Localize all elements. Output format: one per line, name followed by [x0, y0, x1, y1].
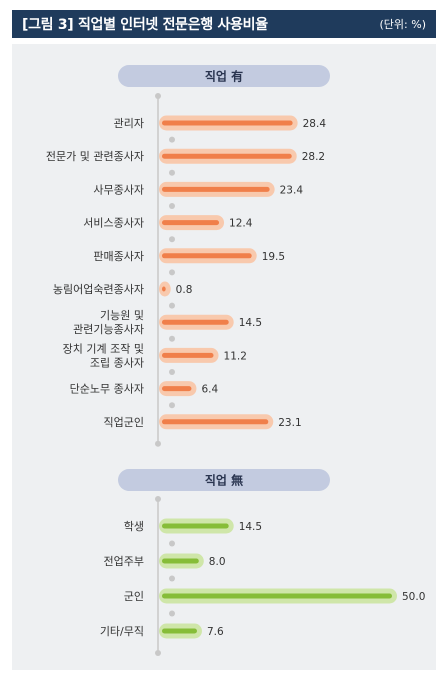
employed-axis-end-dot — [155, 440, 161, 447]
unemployed-axis-start-dot — [155, 496, 161, 502]
employed-category-label: 서비스종사자 — [83, 217, 144, 230]
unemployed-bar — [162, 593, 392, 599]
employed-category-label: 판매종사자 — [93, 250, 144, 263]
unemployed-row-divider-dot — [169, 575, 175, 582]
unemployed-bar — [162, 523, 229, 529]
employed-bar — [162, 352, 214, 358]
employed-row-divider-dot — [169, 302, 175, 309]
employed-value-label: 12.4 — [229, 218, 253, 230]
unemployed-axis-end-dot — [155, 650, 161, 656]
unemployed-section-pill — [118, 469, 330, 491]
employed-category-label: 관리자 — [114, 117, 144, 130]
unemployed-value-label: 50.0 — [402, 591, 425, 603]
employed-value-label: 0.8 — [176, 284, 193, 296]
employed-value-label: 23.4 — [280, 184, 304, 196]
unemployed-row-divider-dot — [169, 540, 175, 547]
employed-value-label: 19.5 — [262, 251, 285, 263]
employed-row-divider-dot — [169, 136, 175, 143]
unemployed-bar — [162, 558, 199, 564]
employed-row-divider-dot — [169, 402, 175, 409]
employed-bar — [162, 186, 270, 192]
employed-value-label: 23.1 — [278, 417, 301, 429]
employed-axis-start-dot — [155, 93, 161, 99]
employed-bar — [162, 253, 252, 259]
employed-section-title: 직업 有 — [205, 69, 243, 84]
chart-panel — [12, 44, 436, 670]
employed-category-label: 조립 종사자 — [90, 356, 144, 369]
employed-section-pill — [118, 65, 330, 87]
unemployed-value-label: 8.0 — [209, 556, 226, 568]
employed-bar — [162, 153, 292, 159]
employed-row-divider-dot — [169, 236, 175, 243]
employed-bar — [162, 386, 192, 392]
employed-value-label: 28.4 — [303, 118, 327, 130]
employed-row-divider-dot — [169, 335, 175, 342]
unemployed-value-label: 7.6 — [207, 626, 224, 638]
employed-category-label: 장치 기계 조작 및 — [63, 342, 144, 355]
employed-value-label: 28.2 — [302, 151, 325, 163]
employed-row-divider-dot — [169, 203, 175, 209]
employed-category-label: 전문가 및 관련종사자 — [46, 150, 144, 163]
employed-value-label: 14.5 — [239, 317, 262, 329]
unemployed-category-label: 학생 — [124, 520, 144, 533]
employed-bar — [162, 286, 166, 292]
employed-category-label: 관련기능종사자 — [73, 323, 144, 336]
employed-row-divider-dot — [169, 169, 175, 176]
employed-value-label: 6.4 — [201, 384, 218, 396]
unemployed-row-divider-dot — [169, 610, 175, 617]
employed-row-divider-dot — [169, 369, 175, 375]
unit-label: (단위: %) — [379, 18, 426, 31]
unemployed-bar — [162, 628, 197, 634]
unemployed-value-label: 14.5 — [239, 521, 262, 533]
unemployed-section-title: 직업 無 — [205, 473, 243, 488]
unemployed-category-label: 군인 — [124, 590, 144, 603]
employed-category-label: 농림어업숙련종사자 — [53, 283, 144, 296]
unemployed-category-label: 기타/무직 — [100, 625, 144, 638]
employed-bar — [162, 120, 293, 126]
employed-category-label: 기능원 및 — [100, 309, 144, 322]
chart-title: [그림 3] 직업별 인터넷 전문은행 사용비율 — [22, 17, 268, 33]
unemployed-category-label: 전업주부 — [104, 555, 144, 568]
employed-bar — [162, 419, 269, 425]
employed-bar — [162, 220, 220, 226]
employed-row-divider-dot — [169, 269, 175, 276]
chart-header: [그림 3] 직업별 인터넷 전문은행 사용비율 (단위: %) — [12, 10, 436, 38]
employed-category-label: 사무종사자 — [93, 183, 144, 196]
employed-bar — [162, 319, 229, 325]
employed-category-label: 단순노무 종사자 — [70, 383, 144, 396]
employed-category-label: 직업군인 — [104, 416, 144, 429]
employed-value-label: 11.2 — [224, 350, 247, 362]
